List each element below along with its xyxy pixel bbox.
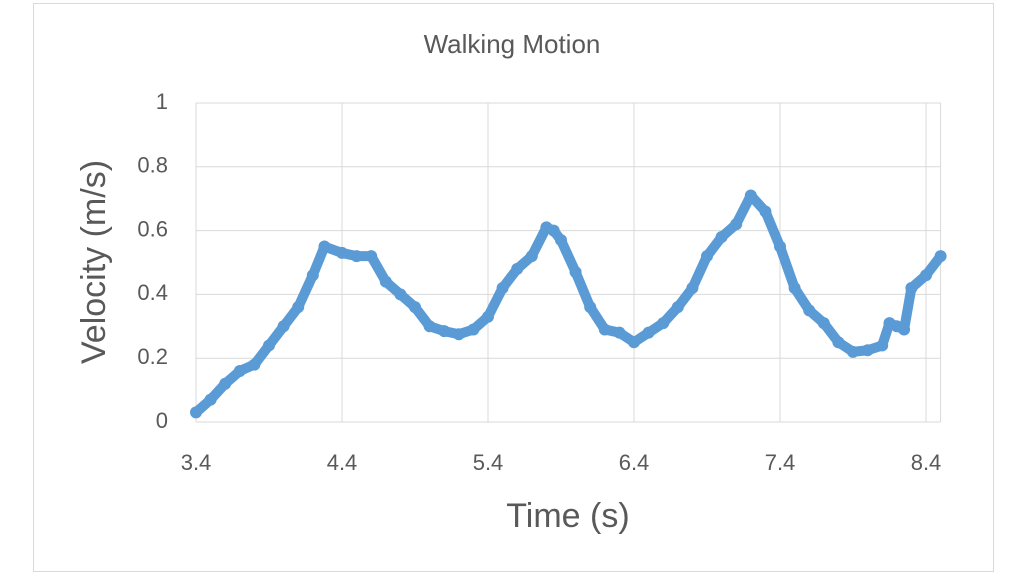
x-tick-label: 4.4 bbox=[327, 450, 358, 475]
data-point bbox=[832, 336, 845, 349]
chart-frame bbox=[33, 3, 994, 572]
data-point bbox=[452, 328, 465, 341]
data-point bbox=[701, 250, 713, 263]
data-point bbox=[642, 326, 655, 339]
data-point bbox=[204, 393, 217, 406]
y-tick-label: 0 bbox=[156, 408, 168, 433]
y-tick-label: 0.8 bbox=[137, 153, 168, 178]
data-point bbox=[306, 269, 319, 282]
data-point bbox=[657, 317, 670, 330]
x-axis-label: Time (s) bbox=[506, 497, 629, 535]
chart-title: Walking Motion bbox=[424, 29, 601, 59]
x-tick-label: 7.4 bbox=[765, 450, 796, 475]
data-point bbox=[496, 282, 509, 295]
data-point bbox=[817, 317, 830, 330]
data-point bbox=[292, 301, 305, 314]
data-point bbox=[277, 320, 290, 333]
data-point bbox=[613, 326, 626, 339]
x-tick-label: 3.4 bbox=[181, 450, 212, 475]
data-point bbox=[730, 218, 743, 231]
data-point bbox=[598, 323, 611, 336]
data-point bbox=[555, 234, 567, 247]
x-tick-label: 6.4 bbox=[619, 450, 650, 475]
data-point bbox=[569, 266, 582, 279]
data-point bbox=[336, 246, 348, 259]
data-point bbox=[438, 325, 451, 338]
data-point bbox=[467, 323, 480, 336]
data-point bbox=[263, 339, 275, 352]
data-point bbox=[365, 250, 378, 263]
data-point bbox=[920, 269, 932, 282]
y-tick-label: 0.4 bbox=[137, 280, 168, 305]
data-point bbox=[905, 282, 918, 295]
x-tick-label: 8.4 bbox=[911, 450, 942, 475]
y-axis-label: Velocity (m/s) bbox=[75, 160, 113, 364]
data-point bbox=[876, 339, 889, 352]
data-point bbox=[788, 282, 801, 295]
y-tick-label: 0.2 bbox=[137, 344, 168, 369]
y-tick-label: 1 bbox=[156, 89, 168, 114]
data-point bbox=[861, 344, 874, 357]
data-point bbox=[394, 288, 407, 301]
data-point bbox=[847, 345, 859, 358]
data-point bbox=[934, 250, 947, 263]
data-point bbox=[423, 320, 436, 333]
data-point bbox=[219, 377, 232, 390]
data-point bbox=[318, 240, 331, 253]
data-point bbox=[628, 336, 640, 349]
data-point bbox=[744, 189, 757, 202]
data-point bbox=[759, 205, 772, 218]
data-point bbox=[511, 262, 524, 275]
data-point bbox=[525, 250, 538, 263]
data-point bbox=[547, 224, 560, 237]
data-point bbox=[803, 304, 816, 317]
data-point bbox=[248, 358, 261, 371]
data-point bbox=[584, 301, 597, 314]
data-point bbox=[190, 406, 202, 419]
data-point bbox=[379, 275, 392, 288]
y-tick-label: 0.6 bbox=[137, 216, 168, 241]
data-point bbox=[233, 364, 246, 377]
data-point bbox=[350, 250, 363, 263]
data-point bbox=[715, 230, 728, 243]
data-point bbox=[482, 310, 494, 323]
data-point bbox=[686, 282, 699, 295]
data-point bbox=[409, 301, 421, 314]
data-point bbox=[774, 240, 786, 253]
data-point bbox=[898, 323, 911, 336]
x-tick-label: 5.4 bbox=[473, 450, 504, 475]
data-point bbox=[671, 301, 684, 314]
